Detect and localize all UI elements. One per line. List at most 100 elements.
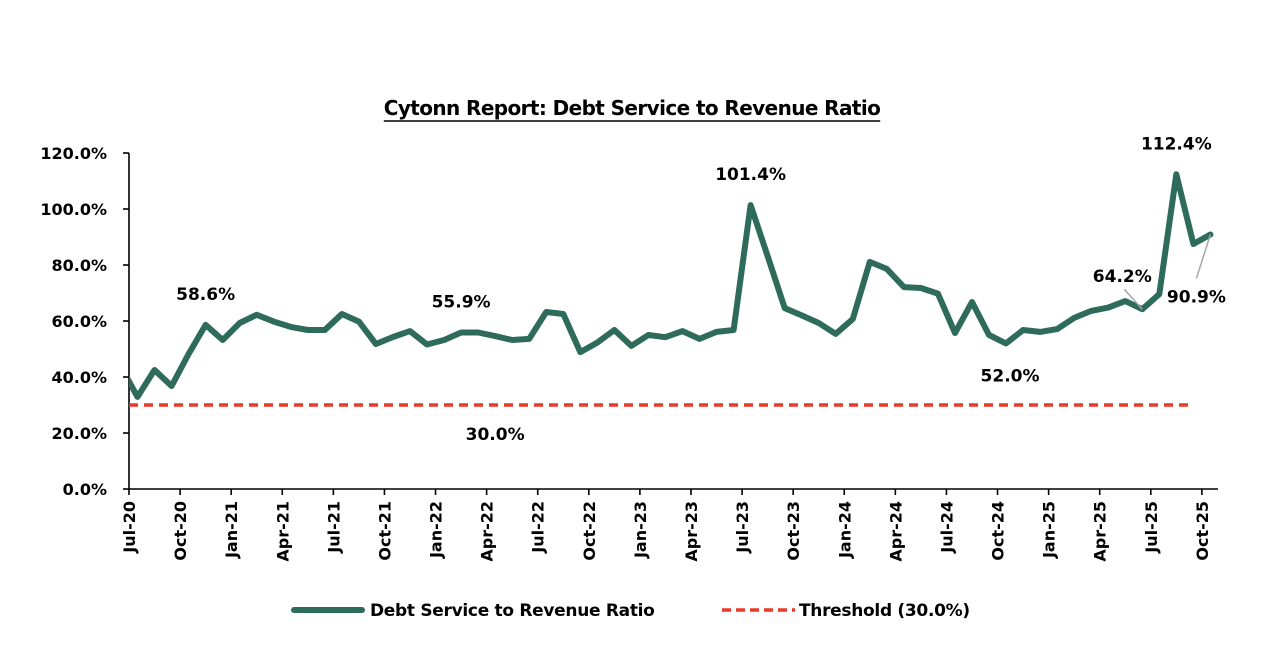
data-point [135, 394, 141, 400]
data-point [356, 319, 362, 325]
data-point [152, 367, 158, 373]
data-point [305, 327, 311, 333]
leader-line [1195, 234, 1212, 279]
x-tick-label: Jan-23 [631, 501, 650, 559]
data-point [407, 328, 413, 334]
data-point [441, 337, 447, 343]
data-point [577, 349, 583, 355]
data-point [220, 337, 226, 343]
leader-line [1123, 288, 1143, 310]
x-tick-label: Jan-25 [1040, 501, 1059, 559]
data-point [714, 329, 720, 335]
x-tick-label: Jan-22 [427, 501, 446, 559]
x-tick-label: Jul-24 [937, 501, 956, 554]
data-point [1173, 171, 1179, 177]
data-label: 64.2% [1093, 267, 1152, 287]
data-point [169, 383, 175, 389]
x-tick-label: Jul-21 [324, 501, 343, 554]
x-tick-label: Apr-21 [273, 501, 292, 562]
legend-label-ratio: Debt Service to Revenue Ratio [370, 601, 655, 621]
x-tick-label: Jul-23 [733, 501, 752, 554]
x-tick-label: Jul-25 [1142, 501, 1161, 554]
data-point [969, 299, 975, 305]
x-tick-label: Apr-23 [682, 501, 701, 562]
x-tick-label: Apr-22 [478, 501, 497, 562]
y-tick-label: 120.0% [40, 144, 107, 163]
x-tick-label: Apr-25 [1091, 501, 1110, 562]
data-point [952, 330, 958, 336]
data-label: 30.0% [466, 425, 525, 445]
data-points [135, 171, 1214, 400]
data-point [271, 319, 277, 325]
x-tick-label: Oct-23 [784, 501, 803, 561]
y-tick-label: 100.0% [40, 200, 107, 219]
data-point [1105, 305, 1111, 311]
data-point [594, 340, 600, 346]
x-tick-label: Jul-20 [120, 501, 139, 554]
data-point [628, 343, 634, 349]
data-point [782, 305, 788, 311]
data-point [918, 285, 924, 291]
data-point [424, 342, 430, 348]
chart-title: Cytonn Report: Debt Service to Revenue R… [384, 96, 880, 120]
x-tick-label: Oct-25 [1193, 501, 1212, 561]
data-point [833, 331, 839, 337]
x-tick-label: Oct-24 [989, 501, 1008, 561]
data-point [748, 202, 754, 208]
y-tick-label: 80.0% [51, 256, 107, 275]
data-point [543, 309, 549, 315]
x-tick-label: Oct-20 [171, 501, 190, 561]
data-label: 52.0% [981, 366, 1040, 386]
x-tick-label: Apr-24 [886, 501, 905, 562]
x-tick-label: Jan-24 [835, 501, 854, 559]
data-point [1156, 291, 1162, 297]
data-point [867, 259, 873, 265]
data-point [373, 341, 379, 347]
data-label: 55.9% [432, 292, 491, 312]
data-point [884, 266, 890, 272]
data-point [1122, 298, 1128, 304]
data-point [526, 336, 532, 342]
x-tick-label: Jul-22 [529, 501, 548, 554]
y-tick-label: 0.0% [63, 480, 107, 499]
data-point [697, 336, 703, 342]
data-point [901, 284, 907, 290]
data-label: 90.9% [1167, 287, 1226, 307]
debt-service-ratio-line [129, 171, 1214, 400]
data-point [509, 337, 515, 343]
x-tick-label: Oct-22 [580, 501, 599, 561]
legend: Debt Service to Revenue Ratio Threshold … [291, 601, 970, 621]
data-point [1071, 315, 1077, 321]
x-tick-label: Oct-21 [375, 501, 394, 561]
data-point [1003, 340, 1009, 346]
data-point [611, 327, 617, 333]
data-point [390, 334, 396, 340]
data-point [986, 332, 992, 338]
data-point [458, 330, 464, 336]
data-point [1037, 329, 1043, 335]
data-labels: 58.6% 55.9% 30.0% 101.4% 52.0% 64.2% 112.4% 90.… [176, 134, 1226, 445]
data-point [1088, 308, 1094, 314]
data-point [339, 311, 345, 317]
data-point [186, 351, 192, 357]
data-point [254, 312, 260, 318]
x-axis: Jul-20 Oct-20 Jan-21 Apr-21 Jul-21 Oct-21 Jan-… [120, 488, 1218, 562]
y-tick-label: 40.0% [51, 368, 107, 387]
data-point [662, 334, 668, 340]
data-point [850, 316, 856, 322]
y-tick-label: 60.0% [51, 312, 107, 331]
data-point [935, 291, 941, 297]
data-point [765, 253, 771, 259]
data-point [799, 312, 805, 318]
data-point [492, 333, 498, 339]
data-point [203, 322, 209, 328]
data-point [475, 330, 481, 336]
data-point [288, 324, 294, 330]
data-point [1190, 241, 1196, 247]
data-point [237, 320, 243, 326]
x-tick-label: Jan-21 [222, 501, 241, 559]
data-label: 58.6% [176, 285, 235, 305]
data-point [680, 328, 686, 334]
data-point [1020, 327, 1026, 333]
